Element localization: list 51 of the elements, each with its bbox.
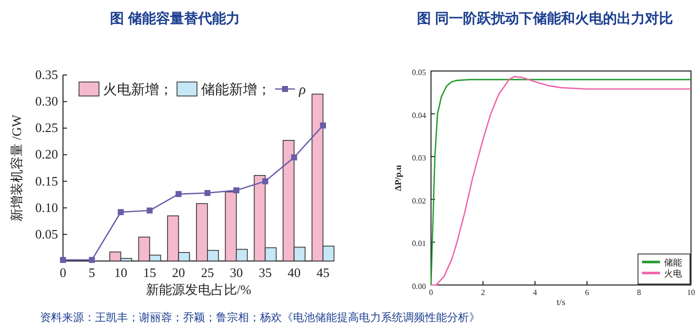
chart-title: 图 同一阶跃扰动下储能和火电的出力对比 bbox=[417, 10, 673, 26]
x-tick-label: 40 bbox=[288, 265, 301, 280]
y-tick-label: 0.04 bbox=[412, 110, 426, 120]
y-tick-label: 0.35 bbox=[35, 67, 58, 82]
x-tick-label: 10 bbox=[687, 288, 695, 297]
point bbox=[176, 191, 182, 198]
x-tick-label: 0 bbox=[60, 265, 66, 280]
y-tick-label: 0.30 bbox=[35, 94, 58, 109]
x-tick-label: 5 bbox=[88, 265, 96, 280]
x-tick-label: 0 bbox=[429, 288, 433, 297]
x-tick-label: 10 bbox=[114, 265, 128, 280]
x-tick-label: 4 bbox=[533, 288, 537, 297]
y-axis-title: ΔP/p.u bbox=[393, 165, 403, 191]
x-tick-label: 20 bbox=[172, 265, 186, 280]
y-tick-label: 0.00 bbox=[412, 282, 426, 291]
point bbox=[88, 256, 95, 263]
point bbox=[118, 209, 124, 216]
y-tick-label: 0.03 bbox=[412, 154, 426, 163]
y-tick-label: 0.05 bbox=[412, 68, 426, 77]
text: 资料来源：王凯丰；谢丽蓉；乔颖；鲁宗相；杨欢《电池储能提高电力系统调频性能分析》 bbox=[40, 311, 480, 324]
x-tick-label: 6 bbox=[585, 288, 589, 297]
y-tick-label: 0.05 bbox=[35, 226, 58, 242]
legend-label: 储能 bbox=[664, 258, 682, 268]
x-tick-label: 35 bbox=[258, 265, 272, 280]
x-tick-label: 30 bbox=[230, 265, 243, 280]
legend-label: 储能新增； bbox=[201, 82, 271, 98]
point bbox=[146, 208, 153, 214]
chart-title: 图 储能容量替代能力 bbox=[110, 10, 240, 26]
x-tick-label: 8 bbox=[637, 288, 641, 297]
y-tick-label: 0.25 bbox=[35, 120, 58, 136]
legend-label: 火电 bbox=[664, 268, 682, 278]
x-axis-title: 新能源发电占比/% bbox=[146, 282, 252, 297]
x-tick-label: 2 bbox=[481, 288, 485, 297]
legend-label: 火电新增； bbox=[103, 82, 173, 98]
point bbox=[320, 122, 326, 128]
point bbox=[233, 187, 240, 194]
x-tick-label: 15 bbox=[143, 265, 156, 280]
y-tick-label: 0.02 bbox=[412, 196, 426, 206]
point bbox=[262, 178, 268, 184]
y-tick-label: 0.20 bbox=[35, 146, 58, 162]
x-axis-title: t/s bbox=[556, 297, 566, 307]
legend-label: ρ bbox=[298, 83, 306, 98]
point bbox=[291, 154, 298, 160]
x-tick-label: 25 bbox=[200, 265, 214, 280]
x-tick-label: 45 bbox=[316, 265, 330, 280]
point bbox=[60, 256, 66, 263]
y-tick-label: 0.01 bbox=[412, 239, 426, 248]
y-tick-label: 0.10 bbox=[35, 200, 58, 215]
y-axis-title: 新增装机容量 /GW bbox=[9, 114, 24, 222]
point bbox=[204, 190, 210, 196]
y-tick-label: 0.15 bbox=[35, 173, 58, 188]
